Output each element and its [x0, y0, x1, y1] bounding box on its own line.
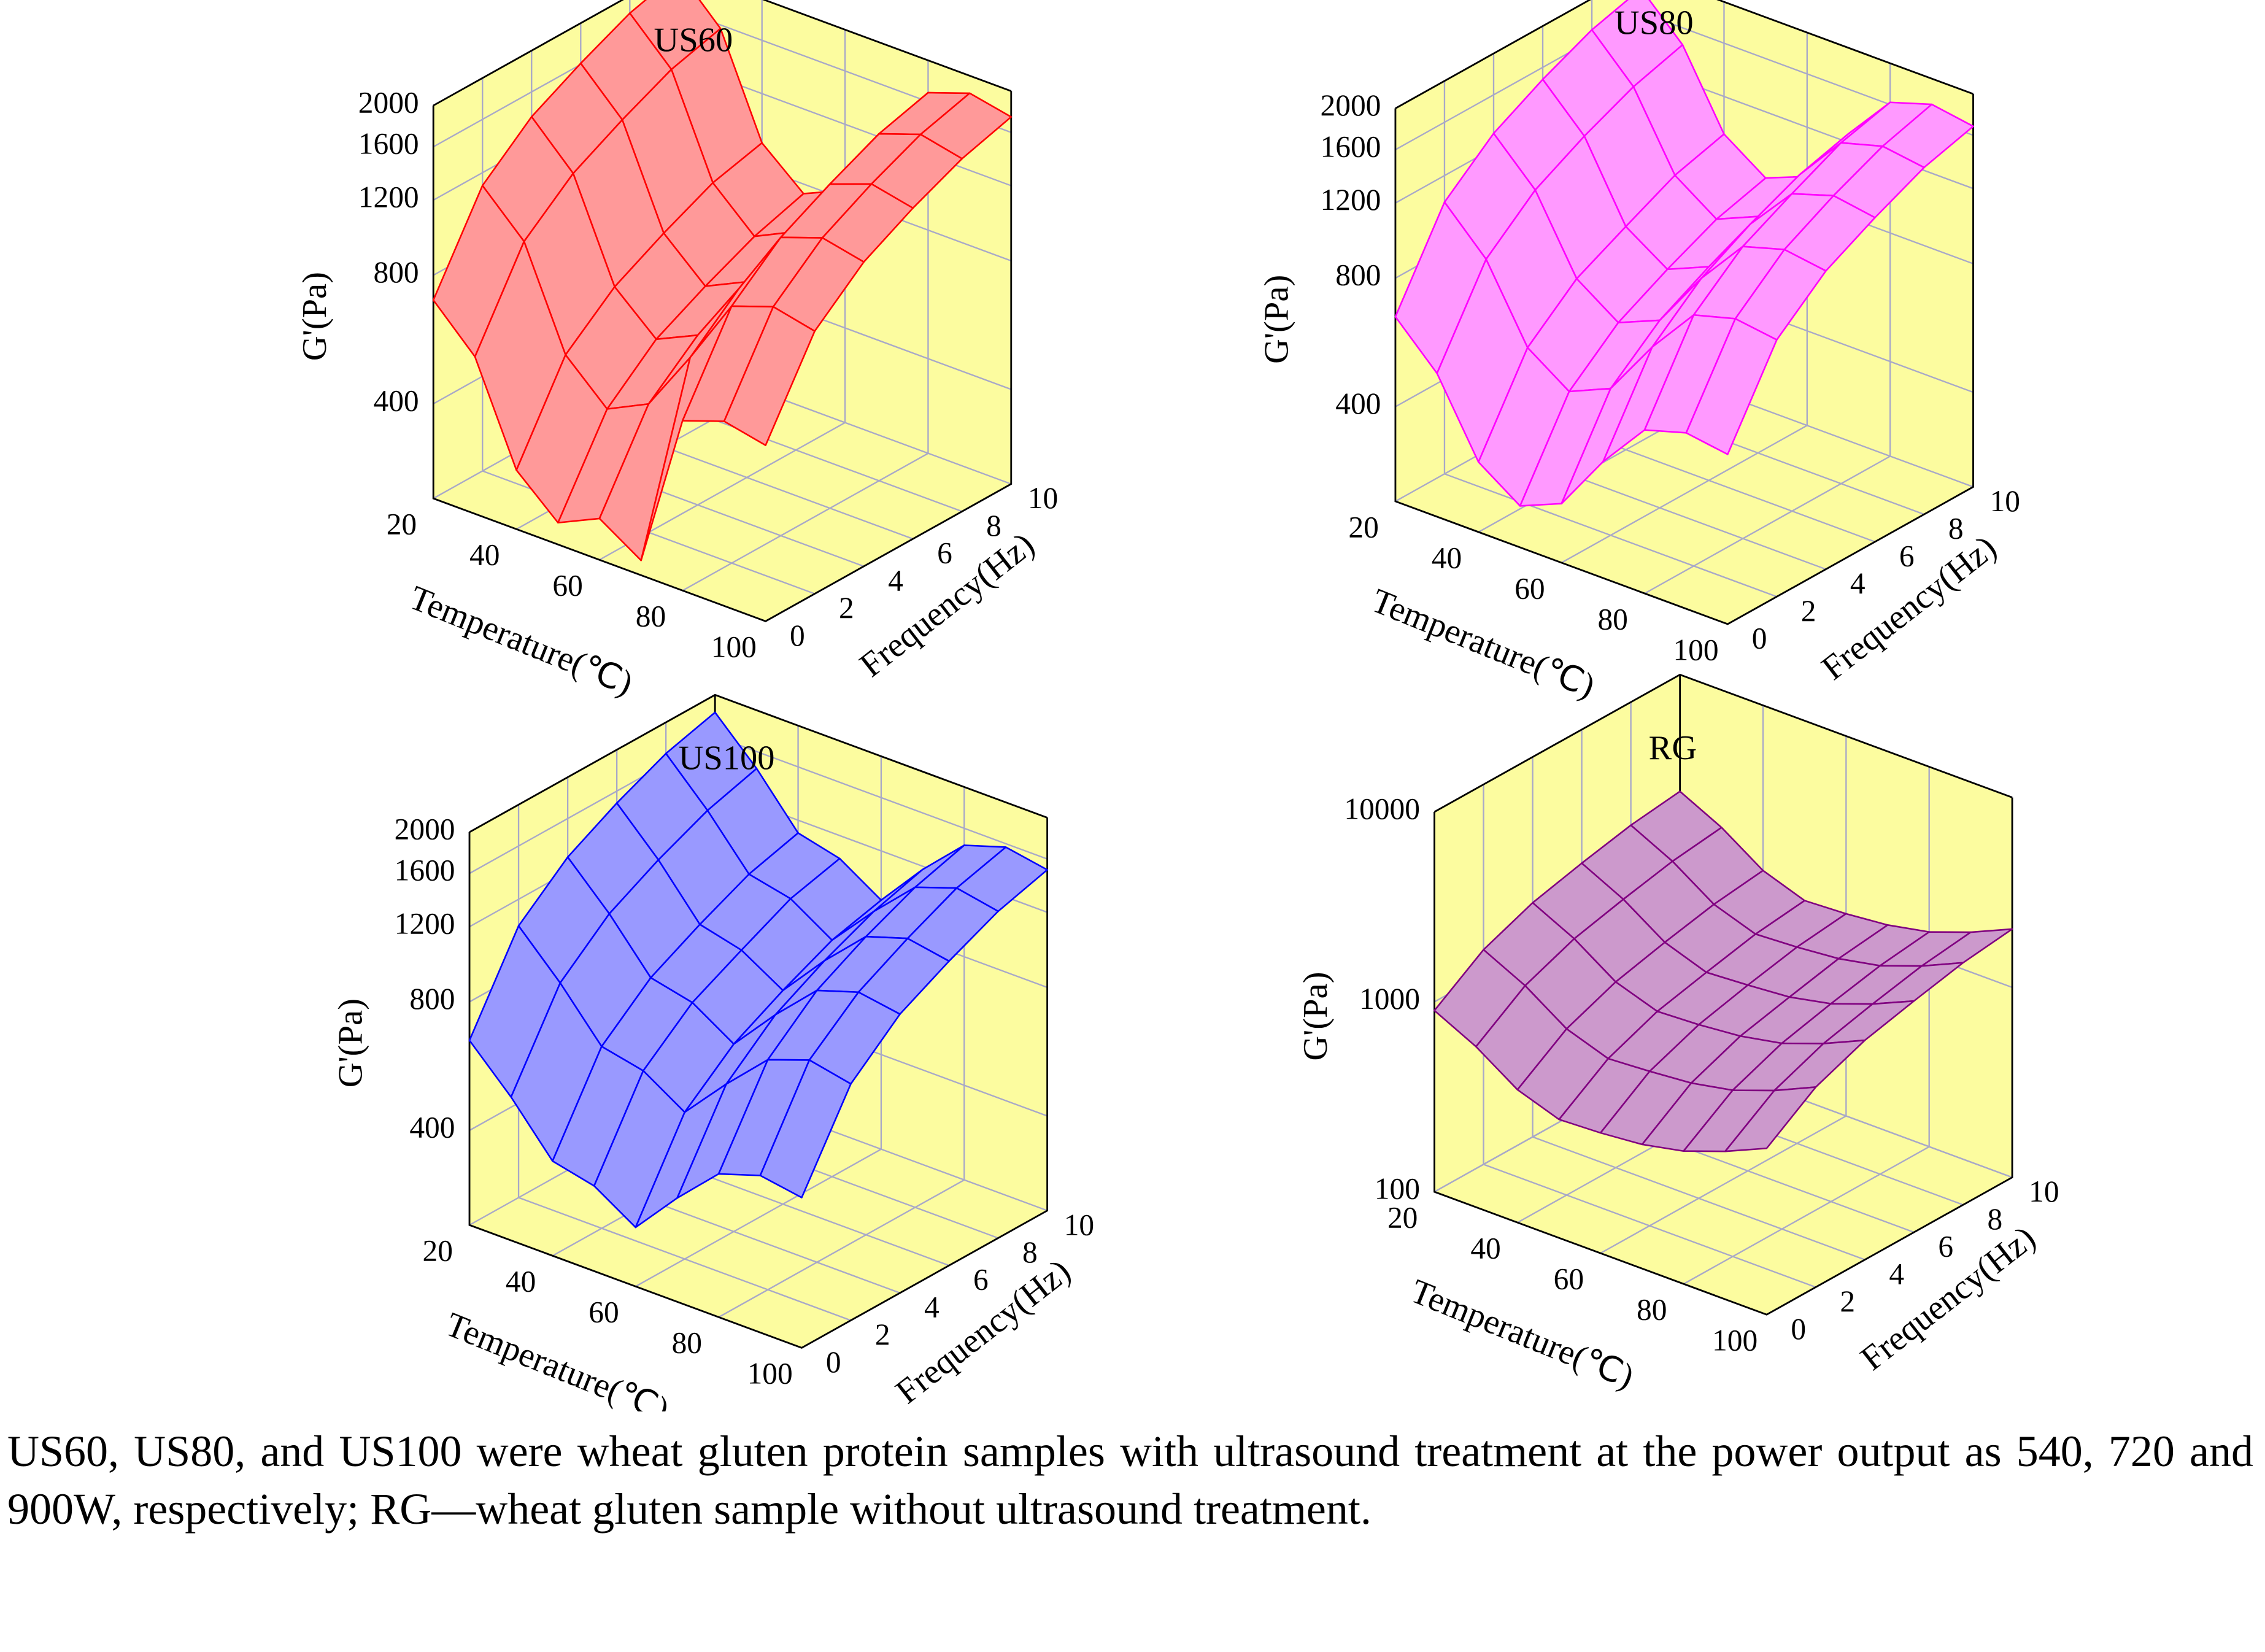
z-tick-label: 1000 [1359, 982, 1420, 1016]
x-tick-label: 40 [506, 1265, 536, 1299]
grid-line [1532, 757, 1866, 1260]
x-tick-label: 20 [1348, 510, 1378, 544]
chart-title: US100 [679, 739, 775, 778]
x-tick-label: 100 [1673, 633, 1718, 666]
y-tick-label: 10 [2029, 1175, 2059, 1208]
box-edge [1394, 94, 1974, 625]
x-tick-label: 60 [552, 569, 582, 603]
z-tick-label: 400 [1335, 387, 1381, 420]
x-tick-label: 80 [1597, 602, 1627, 636]
y-tick-label: 10 [1028, 481, 1058, 515]
y-tick-label: 4 [924, 1290, 940, 1324]
surface-patch [723, 306, 816, 446]
y-tick-label: 10 [1064, 1208, 1094, 1241]
x-tick-label: 100 [1712, 1324, 1758, 1357]
y-tick-label: 2 [875, 1318, 890, 1351]
box-edge [468, 817, 1049, 1349]
z-axis-label: G'(Pa) [332, 998, 370, 1087]
surface-patch [759, 1059, 852, 1198]
x-tick-label: 80 [672, 1326, 702, 1360]
x-tick-label: 60 [588, 1295, 619, 1329]
z-tick-label: 1600 [1321, 129, 1381, 163]
box-edge [1433, 797, 2013, 1316]
x-tick-label: 80 [636, 600, 666, 633]
x-axis-label: Temperature(℃) [404, 579, 638, 703]
z-tick-label: 2000 [395, 812, 455, 846]
z-tick-label: 1200 [358, 180, 419, 214]
y-tick-label: 0 [1752, 622, 1767, 655]
box-edge [433, 0, 1012, 107]
z-tick-label: 1600 [358, 127, 419, 161]
z-tick-label: 800 [374, 255, 419, 289]
z-tick-label: 1600 [395, 854, 455, 887]
y-tick-label: 2 [1840, 1284, 1855, 1318]
y-tick-label: 8 [1987, 1202, 2002, 1236]
z-tick-label: 1200 [395, 907, 455, 941]
x-tick-label: 20 [423, 1234, 453, 1268]
z-tick-label: 800 [1335, 258, 1381, 292]
x-tick-label: 20 [1387, 1201, 1418, 1235]
x-tick-label: 80 [1637, 1293, 1667, 1327]
y-tick-label: 0 [790, 619, 805, 652]
y-tick-label: 8 [986, 509, 1001, 542]
x-tick-label: 60 [1554, 1262, 1584, 1296]
surface-chart: 400 800 1200 1600 2000 20 40 60 80 100 0 2 468 10 Temp… [332, 693, 1094, 1411]
y-tick-label: 10 [1990, 484, 2020, 518]
y-tick-label: 2 [1801, 594, 1816, 628]
box-edge [1395, 0, 1974, 109]
y-tick-label: 4 [1889, 1257, 1904, 1291]
x-tick-label: 40 [1432, 541, 1462, 574]
y-tick-label: 6 [1938, 1230, 1953, 1264]
z-tick-label: 1200 [1321, 183, 1381, 217]
z-tick-label: 10000 [1344, 792, 1420, 825]
box-edge [432, 91, 1013, 622]
z-tick-label: 400 [374, 384, 419, 417]
chart-title: US60 [654, 21, 733, 60]
y-tick-label: 6 [1899, 539, 1915, 573]
surface-chart: 400 800 1200 1600 2000 20 40 60 80 100 0 246 8 10 Temp… [296, 0, 1058, 703]
x-tick-label: 60 [1515, 571, 1545, 605]
y-tick-label: 4 [888, 563, 903, 597]
x-tick-label: 40 [469, 538, 500, 572]
y-tick-label: 6 [937, 536, 952, 570]
y-tick-label: 6 [973, 1263, 989, 1297]
z-tick-label: 100 [1375, 1171, 1420, 1205]
x-axis-label: Temperature(℃) [441, 1305, 674, 1411]
y-tick-label: 8 [1022, 1235, 1038, 1269]
y-tick-label: 4 [1850, 566, 1866, 600]
z-tick-label: 2000 [1321, 88, 1381, 122]
y-tick-label: 0 [826, 1345, 841, 1379]
chart-title: US80 [1615, 4, 1694, 42]
x-tick-label: 100 [747, 1357, 793, 1391]
z-axis-label: G'(Pa) [296, 272, 334, 361]
z-tick-label: 800 [409, 982, 455, 1016]
caption: US60, US80, and US100 were wheat gluten … [7, 1427, 2253, 1534]
x-tick-label: 40 [1470, 1232, 1500, 1265]
surface-patch [1685, 318, 1778, 455]
z-tick-label: 2000 [358, 85, 419, 119]
y-tick-label: 0 [1791, 1312, 1806, 1346]
surface-patch [1724, 1086, 1817, 1152]
x-tick-label: 100 [711, 630, 757, 664]
z-axis-label: G'(Pa) [1297, 972, 1335, 1061]
z-axis-label: G'(Pa) [1258, 275, 1296, 364]
y-tick-label: 2 [839, 591, 854, 625]
x-axis-label: Temperature(℃) [1405, 1272, 1639, 1396]
x-axis-label: Temperature(℃) [1367, 582, 1600, 706]
chart-title: RG [1649, 729, 1697, 767]
y-tick-label: 8 [1948, 512, 1964, 546]
z-tick-label: 400 [409, 1110, 455, 1144]
x-tick-label: 20 [387, 508, 417, 541]
grid-line [1483, 784, 1816, 1288]
